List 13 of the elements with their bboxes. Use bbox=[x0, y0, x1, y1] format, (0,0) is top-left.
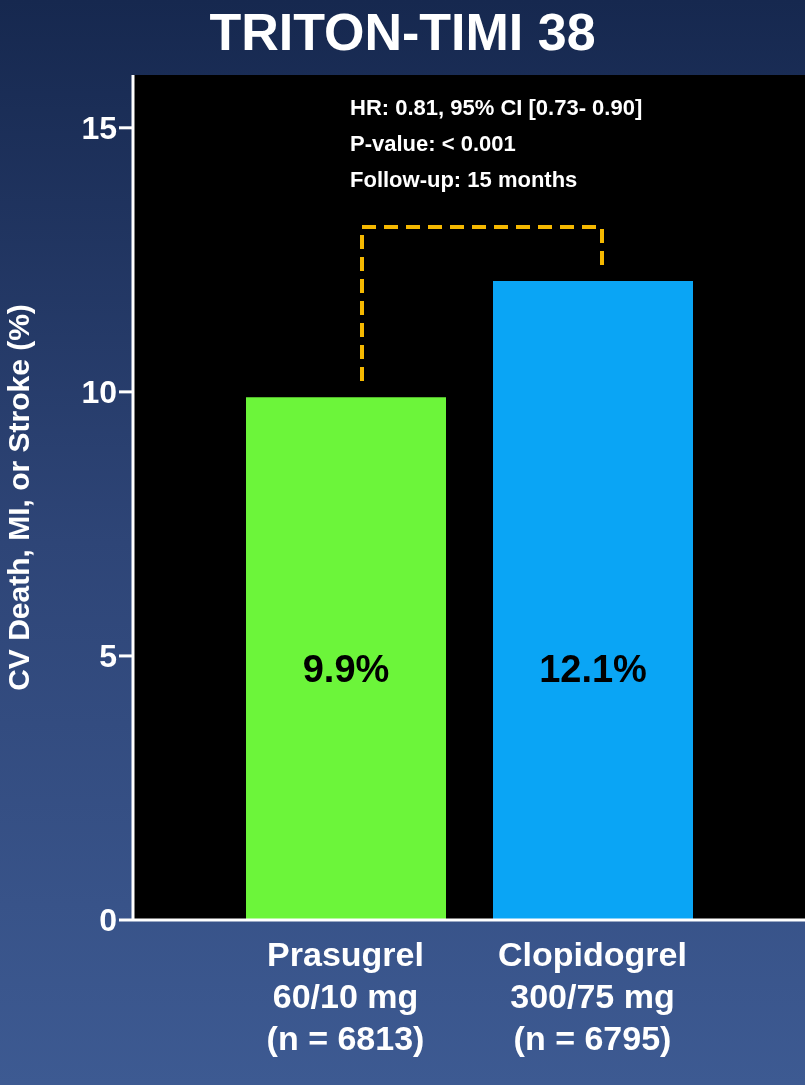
y-tick-label: 5 bbox=[99, 638, 117, 675]
data-label: 9.9% bbox=[302, 648, 390, 690]
annotation: Follow-up: 15 months bbox=[350, 166, 579, 194]
x-tick-label: Clopidogrel 300/75 mg (n = 6795) bbox=[498, 935, 687, 1057]
y-axis-title: CV Death, MI, or Stroke (%) bbox=[1, 304, 35, 691]
y-tick-label: 0 bbox=[99, 902, 117, 939]
annotation: HR: 0.81, 95% CI [0.73- 0.90] bbox=[350, 94, 643, 122]
y-tick-label: 10 bbox=[81, 374, 117, 411]
x-tick-label: Prasugrel 60/10 mg (n = 6813) bbox=[266, 935, 425, 1057]
annotation: P-value: < 0.001 bbox=[350, 130, 517, 158]
data-label: 12.1% bbox=[539, 648, 647, 690]
y-tick-label: 15 bbox=[81, 110, 117, 147]
chart-title: TRITON-TIMI 38 bbox=[208, 2, 597, 62]
